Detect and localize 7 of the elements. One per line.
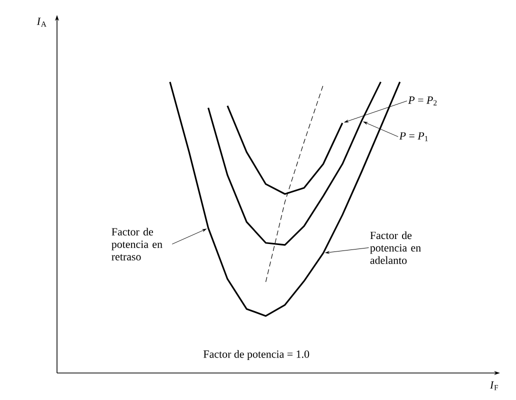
text: I$_{A}$ xyxy=(36,18,46,27)
annotation: P = P$_{2}$ xyxy=(408,96,437,106)
annotation: Factor de potencia en retraso xyxy=(112,228,162,260)
annotation: Factor de potencia = 1.0 xyxy=(204,350,310,360)
annotation: Factor de potencia en adelanto xyxy=(370,231,421,264)
annotation: P = P$_{1}$ xyxy=(399,132,428,142)
text: I$_{F}$ xyxy=(490,381,498,390)
